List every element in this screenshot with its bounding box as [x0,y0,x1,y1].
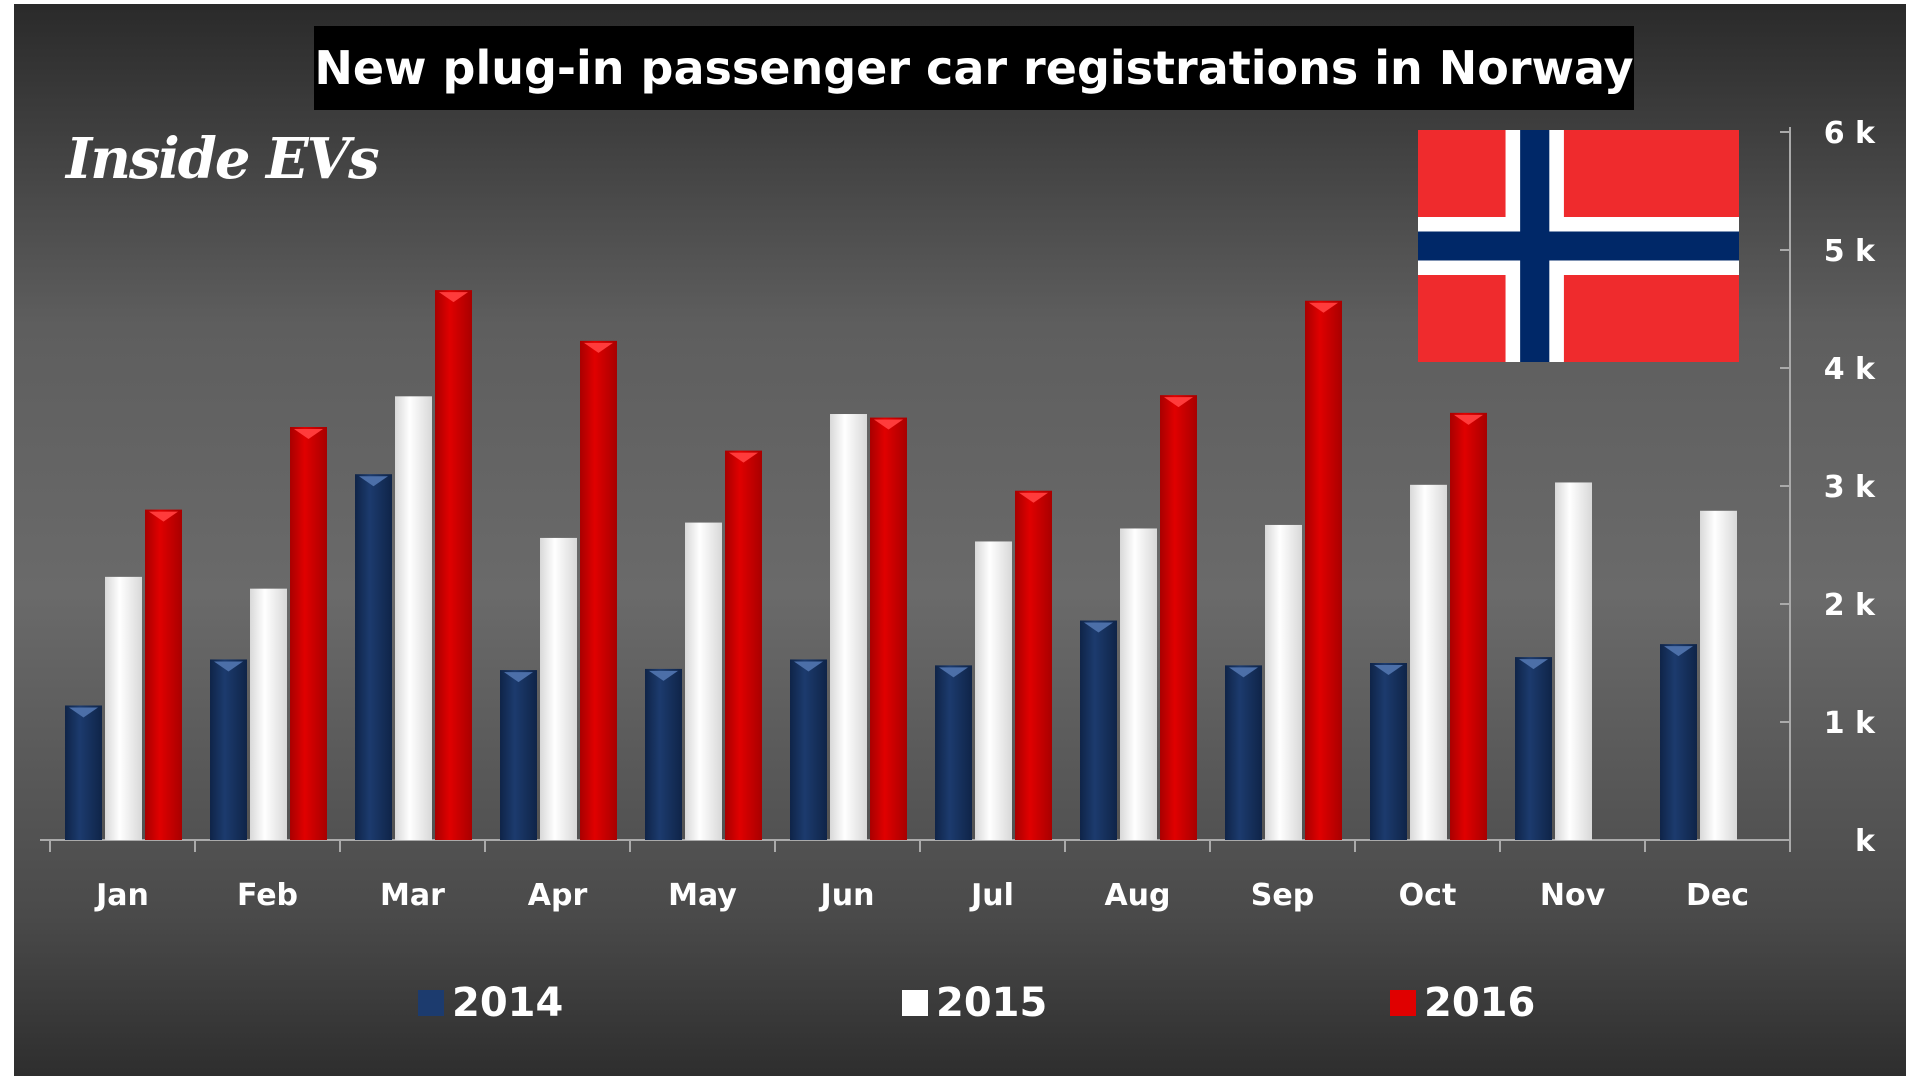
bar-2015-feb [250,588,287,840]
bar-cap [649,670,678,681]
bar-cap [584,342,613,353]
bar-2016-apr [580,340,617,840]
bar-2014-nov [1515,657,1552,840]
legend-swatch [902,990,928,1016]
x-tick-label: Nov [1540,878,1606,913]
bar-cap [149,511,178,522]
bar-2014-feb [210,659,247,840]
y-tick-label: 1 k [1824,706,1876,741]
x-tick-label: Jan [94,878,149,913]
x-tick-label: May [668,878,737,913]
bar-cap [359,476,388,487]
bar-cap [729,452,758,463]
chart-title: New plug-in passenger car registrations … [314,26,1634,110]
x-tick-label: Jun [819,878,875,913]
bar-cap [504,672,533,683]
bar-2015-oct [1410,484,1447,840]
bar-2015-sep [1265,524,1302,840]
bar-2016-mar [435,290,472,840]
bar-2016-may [725,450,762,840]
x-tick-label: Jul [969,878,1014,913]
legend-swatch [1390,990,1416,1016]
x-tick-label: Dec [1686,878,1749,913]
bar-cap [1164,397,1193,408]
bar-cap [1084,622,1113,633]
legend-label: 2014 [452,980,564,1026]
y-tick-label: 3 k [1824,470,1876,505]
y-tick-label: 4 k [1824,352,1876,387]
bar-cap [214,661,243,672]
norway-flag-icon [1418,130,1739,362]
bar-2014-apr [500,670,537,840]
bar-2015-dec [1700,510,1737,840]
bar-2015-aug [1120,528,1157,840]
y-tick-label: 2 k [1824,588,1876,623]
bar-2016-sep [1305,300,1342,840]
bar-cap [1229,667,1258,678]
inside-evs-logo: Inside EVs [66,126,380,192]
bar-2014-jan [65,705,102,840]
legend-label: 2015 [936,980,1048,1026]
bar-2015-jul [975,541,1012,840]
bar-2015-mar [395,396,432,840]
bar-2016-aug [1160,395,1197,840]
bar-cap [294,429,323,439]
bar-cap [1519,659,1548,670]
legend-label: 2016 [1424,980,1536,1026]
bar-2016-feb [290,427,327,840]
bar-cap [939,667,968,678]
legend-item-2014: 2014 [418,980,563,1026]
x-tick-label: Aug [1104,878,1170,913]
bar-2014-oct [1370,663,1407,840]
legend-item-2016: 2016 [1390,980,1535,1026]
bar-2014-dec [1660,644,1697,840]
legend-swatch [418,990,444,1016]
bar-cap [874,419,903,430]
y-tick-label: 5 k [1824,234,1876,269]
y-tick-label: 6 k [1824,116,1876,151]
bar-cap [1374,665,1403,675]
bar-2015-may [685,522,722,840]
x-tick-label: Mar [380,878,445,913]
bar-cap [69,707,98,718]
bar-2014-may [645,668,682,840]
x-tick-label: Apr [528,878,588,913]
x-tick-label: Oct [1399,878,1457,913]
bar-cap [794,661,823,672]
bar-2014-jul [935,665,972,840]
x-tick-label: Feb [237,878,298,913]
bar-2015-nov [1555,482,1592,840]
legend-item-2015: 2015 [902,980,1047,1026]
bar-cap [1454,414,1483,425]
bar-2014-aug [1080,620,1117,840]
bar-cap [439,292,468,303]
bar-2016-jun [870,417,907,840]
bar-2014-mar [355,474,392,840]
bar-2015-jun [830,414,867,840]
x-tick-label: Sep [1251,878,1314,913]
bar-2014-jun [790,659,827,840]
bar-2015-jan [105,576,142,840]
bar-cap [1019,492,1048,503]
bar-2016-jul [1015,490,1052,840]
bar-cap [1664,646,1693,657]
bar-2016-oct [1450,412,1487,840]
y-tick-label: k [1855,824,1876,859]
bar-cap [1309,302,1338,313]
bar-2014-sep [1225,665,1262,840]
bar-2015-apr [540,537,577,840]
bar-2016-jan [145,509,182,840]
